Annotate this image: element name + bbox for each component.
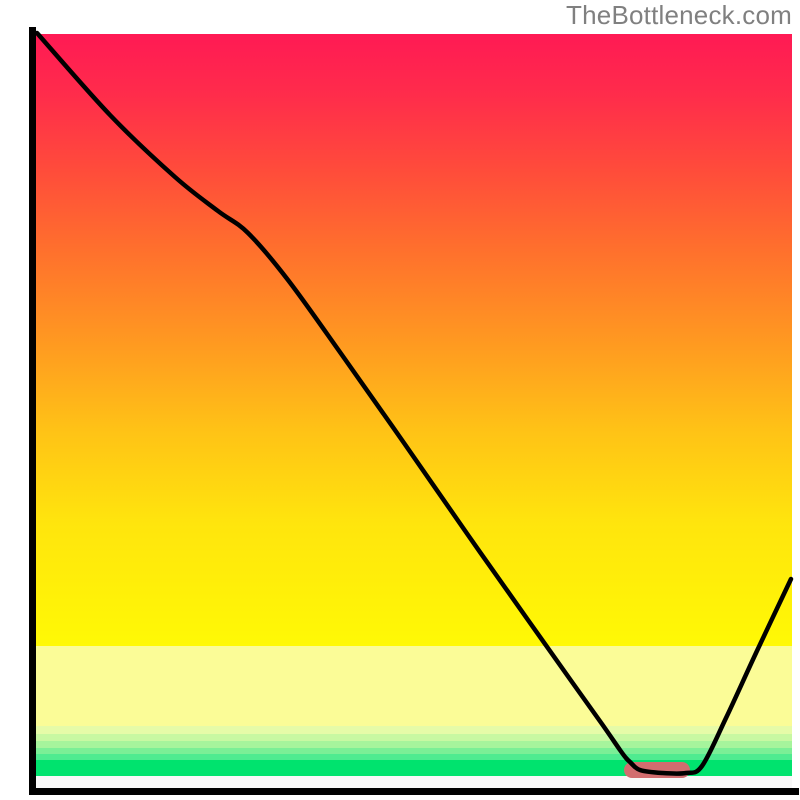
chart-stage: TheBottleneck.com	[0, 0, 800, 800]
watermark-text: TheBottleneck.com	[566, 0, 792, 31]
chart-svg	[0, 0, 800, 800]
